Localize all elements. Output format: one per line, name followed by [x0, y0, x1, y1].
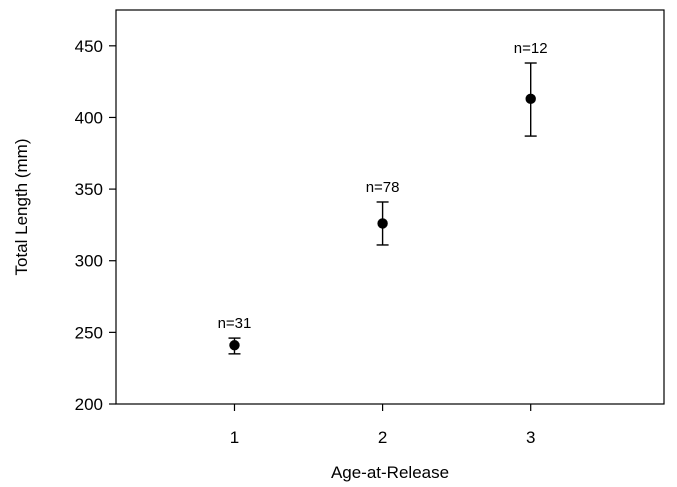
x-axis-title: Age-at-Release [331, 463, 449, 482]
y-axis: 200 250 300 350 400 450 [75, 37, 116, 414]
x-tick-label: 1 [230, 428, 239, 447]
y-tick-label: 300 [75, 252, 103, 271]
sample-size-label: n=12 [514, 40, 548, 57]
y-tick-label: 400 [75, 108, 103, 127]
x-axis: 1 2 3 [230, 404, 535, 447]
plot-frame [115, 9, 665, 405]
x-tick-label: 3 [526, 428, 535, 447]
x-tick-label: 2 [378, 428, 387, 447]
data-series: n=31 n=78 n=12 [218, 40, 548, 355]
y-tick-label: 200 [75, 395, 103, 414]
data-point [525, 93, 536, 105]
sample-size-label: n=31 [218, 315, 252, 332]
data-point [377, 218, 388, 229]
data-point-group: n=31 [218, 315, 252, 355]
y-tick-label: 450 [75, 37, 103, 56]
data-point [229, 340, 240, 351]
sample-size-label: n=78 [366, 179, 400, 196]
y-tick-label: 250 [75, 323, 103, 342]
y-tick-label: 350 [75, 180, 103, 199]
plot-border [115, 9, 665, 405]
data-point-group: n=78 [366, 179, 400, 246]
y-axis-title: Total Length (mm) [12, 139, 31, 276]
data-point-group: n=12 [514, 40, 548, 137]
